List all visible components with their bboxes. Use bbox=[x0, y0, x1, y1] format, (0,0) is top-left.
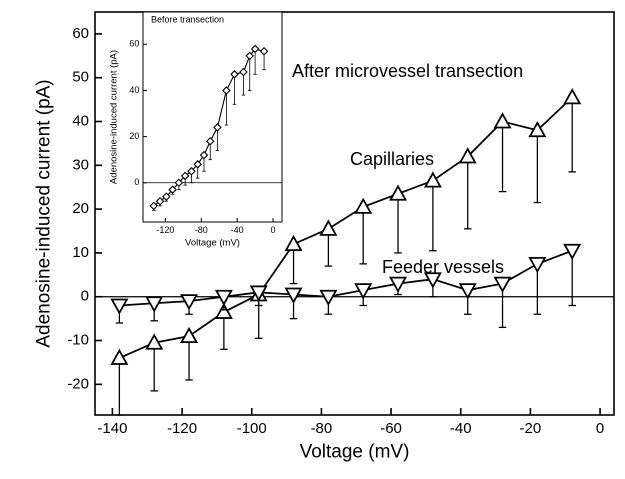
data-point bbox=[458, 147, 477, 164]
y-tick-label: -10 bbox=[67, 332, 89, 349]
data-point bbox=[528, 120, 547, 138]
series-line bbox=[119, 249, 573, 307]
x-tick-label: -120 bbox=[156, 225, 174, 235]
x-tick-label: -140 bbox=[97, 420, 127, 437]
data-point bbox=[563, 243, 582, 261]
y-axis-label: Adenosine-induced current (pA) bbox=[34, 79, 55, 347]
data-point bbox=[528, 256, 547, 274]
y-tick-label: 10 bbox=[72, 244, 89, 261]
x-tick-label: -80 bbox=[311, 420, 333, 437]
data-point bbox=[193, 160, 202, 169]
y-tick-label: 0 bbox=[81, 288, 89, 305]
annotation: After microvessel transection bbox=[292, 61, 523, 81]
data-point bbox=[493, 276, 512, 293]
y-tick-label: -20 bbox=[67, 375, 89, 392]
data-point bbox=[187, 166, 196, 176]
data-point bbox=[423, 171, 442, 188]
data-point bbox=[319, 219, 338, 236]
x-tick-label: -100 bbox=[237, 420, 267, 437]
data-point bbox=[180, 326, 199, 344]
data-point bbox=[319, 289, 338, 307]
data-point bbox=[493, 112, 512, 129]
data-point bbox=[354, 283, 373, 300]
x-axis-label: Voltage (mV) bbox=[300, 442, 410, 463]
x-tick-label: -80 bbox=[195, 225, 208, 235]
x-tick-label: -20 bbox=[520, 420, 542, 437]
series-label: Feeder vessels bbox=[382, 257, 504, 277]
data-point bbox=[180, 171, 190, 181]
data-point bbox=[110, 298, 129, 315]
data-point bbox=[162, 192, 171, 201]
plot-frame bbox=[142, 11, 283, 223]
data-point bbox=[168, 185, 177, 194]
y-tick-label: 20 bbox=[72, 200, 89, 217]
data-point bbox=[155, 196, 165, 206]
y-tick-label: 0 bbox=[134, 177, 139, 187]
data-point bbox=[199, 150, 209, 160]
data-point bbox=[245, 51, 254, 61]
y-tick-label: 20 bbox=[129, 131, 139, 141]
data-point bbox=[214, 302, 233, 319]
plot-frame bbox=[94, 11, 615, 416]
data-point bbox=[145, 333, 164, 350]
data-point bbox=[180, 294, 199, 311]
y-tick-label: 30 bbox=[72, 156, 89, 173]
y-tick-label: 50 bbox=[72, 69, 89, 86]
data-point bbox=[149, 201, 159, 211]
data-point bbox=[205, 136, 215, 146]
data-point bbox=[239, 67, 248, 77]
data-point bbox=[110, 348, 129, 365]
data-point bbox=[458, 283, 477, 300]
data-point bbox=[354, 197, 373, 214]
data-point bbox=[214, 289, 233, 307]
data-point bbox=[563, 88, 582, 105]
y-tick-label: 40 bbox=[129, 85, 139, 95]
y-tick-label: 40 bbox=[72, 112, 89, 129]
x-tick-label: -40 bbox=[231, 225, 244, 235]
x-tick-label: -120 bbox=[167, 420, 197, 437]
y-tick-label: 60 bbox=[72, 25, 89, 42]
data-point bbox=[389, 184, 408, 201]
y-tick-label: 60 bbox=[129, 39, 139, 49]
y-axis-label: Adenosine-induced current (pA) bbox=[108, 50, 119, 184]
x-tick-label: 0 bbox=[271, 225, 276, 235]
data-point bbox=[174, 178, 184, 188]
data-point bbox=[423, 272, 442, 289]
data-point bbox=[284, 287, 303, 304]
data-point bbox=[249, 285, 268, 302]
x-tick-label: -60 bbox=[380, 420, 402, 437]
x-axis-label: Voltage (mV) bbox=[185, 238, 240, 249]
data-point bbox=[284, 234, 303, 252]
x-tick-label: -40 bbox=[450, 420, 472, 437]
data-point bbox=[145, 296, 164, 313]
data-point bbox=[250, 44, 260, 54]
series-label: Capillaries bbox=[350, 149, 434, 169]
x-tick-label: 0 bbox=[596, 420, 604, 437]
data-point bbox=[389, 276, 408, 293]
data-point bbox=[222, 86, 231, 95]
inset-background bbox=[143, 12, 282, 222]
data-point bbox=[213, 123, 222, 132]
data-point bbox=[230, 70, 239, 79]
inset-title: Before transection bbox=[151, 14, 224, 24]
data-point bbox=[259, 46, 269, 56]
